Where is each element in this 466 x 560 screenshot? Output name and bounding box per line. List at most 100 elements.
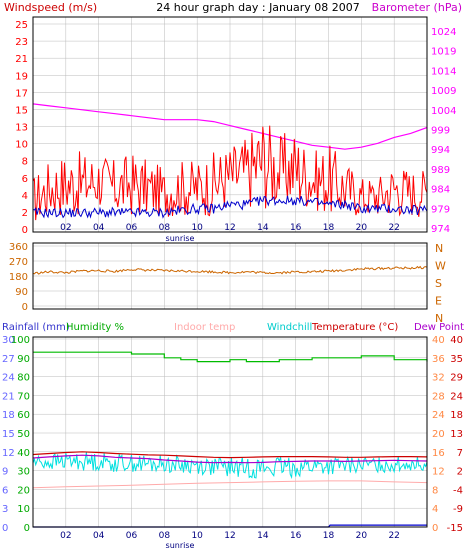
temperature-tick-label: 40 [432,335,445,346]
temperature-tick-label-alt: 13 [450,429,463,440]
windspeed-tick-label: 0 [22,225,28,236]
humidity-tick-label: 50 [17,429,30,440]
rain-tick-label: 27 [2,354,15,365]
temperature-tick-label: 4 [432,504,438,515]
windspeed-tick-label: 15 [15,105,28,116]
panel3-temp-ticks-b: 40 35 29 24 18 13 7 2 -4 -9 -15 [447,335,463,534]
windspeed-line [32,125,428,221]
humidity-line [33,351,428,363]
temperature-tick-label: 12 [432,467,445,478]
barometer-tick-label: 974 [431,224,450,235]
panel1-series [32,103,428,221]
indoor-temp-line [32,480,428,489]
windspeed-tick-label: 10 [15,140,28,151]
humidity-tick-label: 10 [17,504,30,515]
direction-tick-label: 0 [22,302,28,313]
rain-tick-label: 9 [2,467,8,478]
temperature-tick-label: 28 [432,391,445,402]
wind-average-line [32,195,428,219]
temperature-tick-label-alt: 24 [450,391,463,402]
panel2-direction-ticks: 360 270 180 90 0 [9,242,28,313]
panel2-grid [33,243,427,309]
barometer-line [32,103,428,150]
rain-tick-label: 6 [2,485,8,496]
temperature-tick-label-alt: 29 [450,373,463,384]
temperature-tick-label-alt: 7 [457,448,463,459]
chart-title: 24 hour graph day : January 08 2007 [156,1,360,14]
compass-label: E [435,295,442,308]
windchill-line [32,452,428,480]
hour-tick-label: 14 [257,223,269,233]
rain-tick-label: 18 [2,410,15,421]
hour-tick-label: 22 [388,531,399,541]
rainfall-axis-label: Rainfall (mm) [2,322,70,333]
rain-tick-label: 21 [2,391,15,402]
hour-tick-label: 16 [290,531,302,541]
windspeed-tick-label: 21 [15,54,28,65]
panel2-series [32,265,428,275]
windspeed-tick-label: 13 [15,123,28,134]
rain-tick-label: 0 [2,523,8,534]
hour-tick-label: 02 [60,223,71,233]
temperature-tick-label: 36 [432,354,445,365]
windspeed-tick-label: 8 [22,157,28,168]
wind-barometer-panel: Windspeed (m/s) 24 hour graph day : Janu… [4,1,462,243]
windspeed-tick-label: 25 [15,20,28,31]
barometer-tick-label: 979 [431,204,450,215]
windchill-label: Windchill [267,322,312,333]
humidity-axis-label: Humidity % [66,322,124,333]
panel2-frame [32,242,428,310]
hour-tick-label: 20 [356,531,368,541]
hour-tick-label: 20 [356,223,368,233]
temperature-humidity-panel: Rainfall (mm) Humidity % Indoor temp Win… [2,322,464,550]
hour-tick-label: 04 [93,223,105,233]
hour-tick-label: 12 [224,531,235,541]
rain-tick-label: 12 [2,448,15,459]
barometer-tick-label: 999 [431,126,450,137]
barometer-tick-label: 1014 [431,66,456,77]
temperature-tick-label: 32 [432,373,445,384]
temperature-tick-label-alt: 40 [450,335,463,346]
rain-tick-label: 24 [2,373,15,384]
hour-tick-label: 18 [323,223,335,233]
barometer-tick-label: 1004 [431,106,456,117]
hour-tick-label: 10 [191,223,203,233]
temperature-tick-label-alt: -4 [453,485,463,496]
temperature-tick-label-alt: -9 [453,504,463,515]
panel3-sunrise-label: sunrise [166,541,195,550]
hour-tick-label: 02 [60,531,71,541]
hour-tick-label: 22 [388,223,399,233]
windspeed-tick-label: 19 [15,71,28,82]
temperature-tick-label: 24 [432,410,445,421]
barometer-tick-label: 1009 [431,86,456,97]
rain-tick-label: 3 [2,504,8,515]
direction-tick-label: 180 [9,272,28,283]
panel3-frame [32,336,428,528]
hour-tick-label: 14 [257,531,269,541]
hour-tick-label: 18 [323,531,335,541]
panel3-hour-ticks: 02 04 06 08 10 12 14 16 18 20 22 [60,531,400,541]
humidity-tick-label: 90 [17,354,30,365]
hour-tick-label: 10 [191,531,203,541]
humidity-tick-label: 30 [17,467,30,478]
temperature-tick-label-alt: 35 [450,354,463,365]
windspeed-tick-label: 2 [22,208,28,219]
compass-label: W [435,260,446,273]
windspeed-axis-label: Windspeed (m/s) [4,1,97,14]
humidity-tick-label: 60 [17,410,30,421]
humidity-tick-label: 70 [17,391,30,402]
panel1-frame [32,16,428,233]
wind-direction-line [32,265,428,275]
hour-tick-label: 16 [290,223,302,233]
rain-tick-label: 30 [2,335,15,346]
barometer-axis-label: Barometer (hPa) [372,1,462,14]
hour-tick-label: 06 [126,223,138,233]
dewpoint-line [32,454,428,464]
windspeed-tick-label: 4 [22,191,28,202]
barometer-tick-label: 1019 [431,47,456,58]
barometer-tick-label: 994 [431,145,450,156]
